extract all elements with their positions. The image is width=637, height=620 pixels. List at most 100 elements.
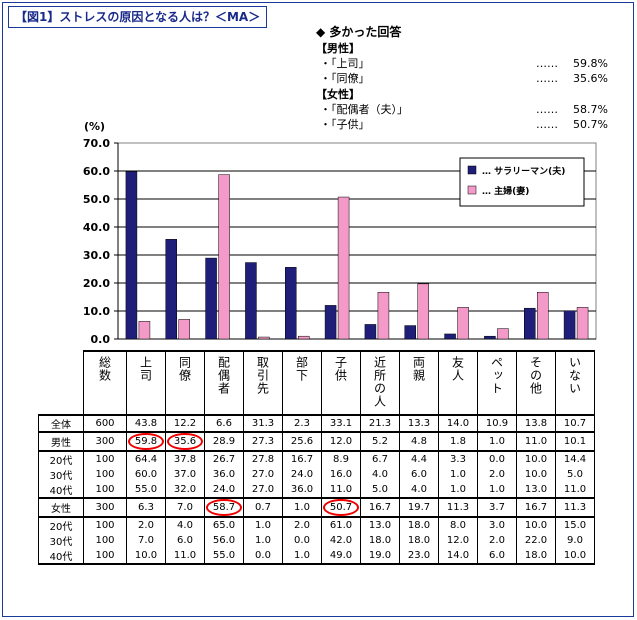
column-header: ペット <box>477 350 517 416</box>
table-cell: 14.0 <box>438 414 478 432</box>
table-cell: 16.0 <box>321 467 361 482</box>
table-cell: 4.8 <box>399 431 439 452</box>
column-header-label: 配偶者 <box>216 356 231 395</box>
bar-chart: 0.0 10.0 20.0 30.0 40.0 50.0 60.0 70.0 … サラリーマン(… <box>83 137 597 346</box>
table-cell: 11.0 <box>165 548 205 565</box>
table-cell: 1.0 <box>438 467 478 482</box>
note-value: 50.7% <box>573 118 608 131</box>
table-cell: 18.0 <box>399 533 439 548</box>
note-label: ・「上司」 <box>320 57 370 70</box>
table-row: 全体 600 43.8 12.2 6.6 31.3 2.3 33.1 21.3 13.3 14.0 1… <box>38 414 595 432</box>
y-tick-label: 40.0 <box>83 221 110 234</box>
table-cell: 19.0 <box>360 548 400 565</box>
table-cell: 24.0 <box>282 467 322 482</box>
table-cell: 65.0 <box>204 517 244 533</box>
figure-title: 【図1】ストレスの原因となる人は？＜MA＞ <box>8 6 268 28</box>
table-cell: 18.0 <box>516 548 556 565</box>
table-cell: 10.0 <box>555 548 595 565</box>
note-dots: …… <box>536 72 558 85</box>
note-value: 58.7% <box>573 103 608 116</box>
table-cell: 4.0 <box>360 467 400 482</box>
bar <box>537 291 549 340</box>
table-cell: 1.0 <box>438 482 478 498</box>
column-header: 近所の人 <box>360 350 400 416</box>
column-header-label: 総数 <box>97 356 112 382</box>
table-cell: 2.0 <box>477 533 517 548</box>
row-total: 600 <box>83 414 127 432</box>
table-cell: 12.2 <box>165 414 205 432</box>
bar <box>497 328 509 340</box>
legend-swatch <box>467 185 477 195</box>
table-cell: 6.0 <box>399 467 439 482</box>
table-cell: 14.0 <box>438 548 478 565</box>
column-header-label: 子供 <box>333 356 348 382</box>
legend-label: … サラリーマン(夫) <box>482 165 565 177</box>
column-header-label: 近所の人 <box>372 356 387 408</box>
male-note-row: ・「同僚」 …… 35.6% <box>316 71 616 86</box>
y-tick-label: 70.0 <box>83 137 110 150</box>
row-total: 100 <box>83 548 127 565</box>
table-cell: 28.9 <box>204 431 244 452</box>
row-total: 100 <box>83 517 127 533</box>
table-cell: 11.0 <box>321 482 361 498</box>
table-corner <box>38 351 84 416</box>
column-header: 取引先 <box>243 350 283 416</box>
table-cell: 5.0 <box>360 482 400 498</box>
column-header: 両親 <box>399 350 439 416</box>
row-total: 100 <box>83 467 127 482</box>
bar <box>576 307 589 340</box>
row-label: 40代 <box>38 482 84 498</box>
table-cell: 1.0 <box>282 497 322 518</box>
row-label: 全体 <box>38 414 84 432</box>
row-total: 100 <box>83 533 127 548</box>
unit-label: (%) <box>84 120 106 133</box>
legend-box <box>459 157 585 207</box>
column-header: 上司 <box>126 350 166 416</box>
notes-heading: ◆ 多かった回答 <box>316 25 402 39</box>
table-cell: 5.0 <box>555 467 595 482</box>
table-cell: 13.8 <box>516 414 556 432</box>
y-tick-label: 50.0 <box>83 193 110 206</box>
column-header: 総数 <box>83 350 127 416</box>
bar <box>324 305 337 340</box>
table-cell: 6.7 <box>360 451 400 467</box>
note-dots: …… <box>536 57 558 70</box>
bar <box>258 336 270 340</box>
y-tick-label: 30.0 <box>83 249 110 262</box>
table-cell: 3.7 <box>477 497 517 518</box>
table-cell: 32.0 <box>165 482 205 498</box>
table-cell: 11.0 <box>516 431 556 452</box>
table-cell: 37.8 <box>165 451 205 467</box>
table-cell: 2.0 <box>282 517 322 533</box>
column-header-label: 友人 <box>450 356 465 382</box>
highlight-circle: 35.6 <box>166 433 204 450</box>
row-label: 40代 <box>38 548 84 565</box>
table-cell: 16.7 <box>360 497 400 518</box>
table-cell: 0.0 <box>282 533 322 548</box>
table-cell: 19.7 <box>399 497 439 518</box>
table-cell: 8.9 <box>321 451 361 467</box>
column-header-label: いない <box>567 356 582 395</box>
row-label: 女性 <box>38 497 84 518</box>
table-cell: 21.3 <box>360 414 400 432</box>
bar <box>337 196 350 340</box>
bar <box>218 174 230 340</box>
bar <box>245 262 257 340</box>
table-row: 男性 300 59.8 35.6 28.9 27.3 25.6 12.0 5.2 4.8 1.8 1.… <box>38 431 595 452</box>
male-note-row: ・「上司」 …… 59.8% <box>316 56 616 71</box>
table-cell: 2.3 <box>282 414 322 432</box>
bar <box>404 325 416 340</box>
column-header-label: その他 <box>528 356 543 395</box>
table-row: 20代 100 64.4 37.8 26.7 27.8 16.7 8.9 6.7 4.4 3.3 0.… <box>38 451 595 467</box>
column-header: 子供 <box>321 350 361 416</box>
row-total: 300 <box>83 497 127 518</box>
column-header: いない <box>555 350 595 416</box>
table-cell: 27.8 <box>243 451 283 467</box>
legend-label: … 主婦(妻) <box>482 185 529 197</box>
note-value: 59.8% <box>573 57 608 70</box>
data-table: 総数 上司 同僚 配偶者 取引先 部下 子供 近所の人 両親 友人 ペット その他 いない 全体 600 43… <box>38 350 595 565</box>
row-label: 男性 <box>38 431 84 452</box>
bar <box>364 324 377 340</box>
table-cell: 58.7 <box>204 497 244 518</box>
table-cell: 49.0 <box>321 548 361 565</box>
